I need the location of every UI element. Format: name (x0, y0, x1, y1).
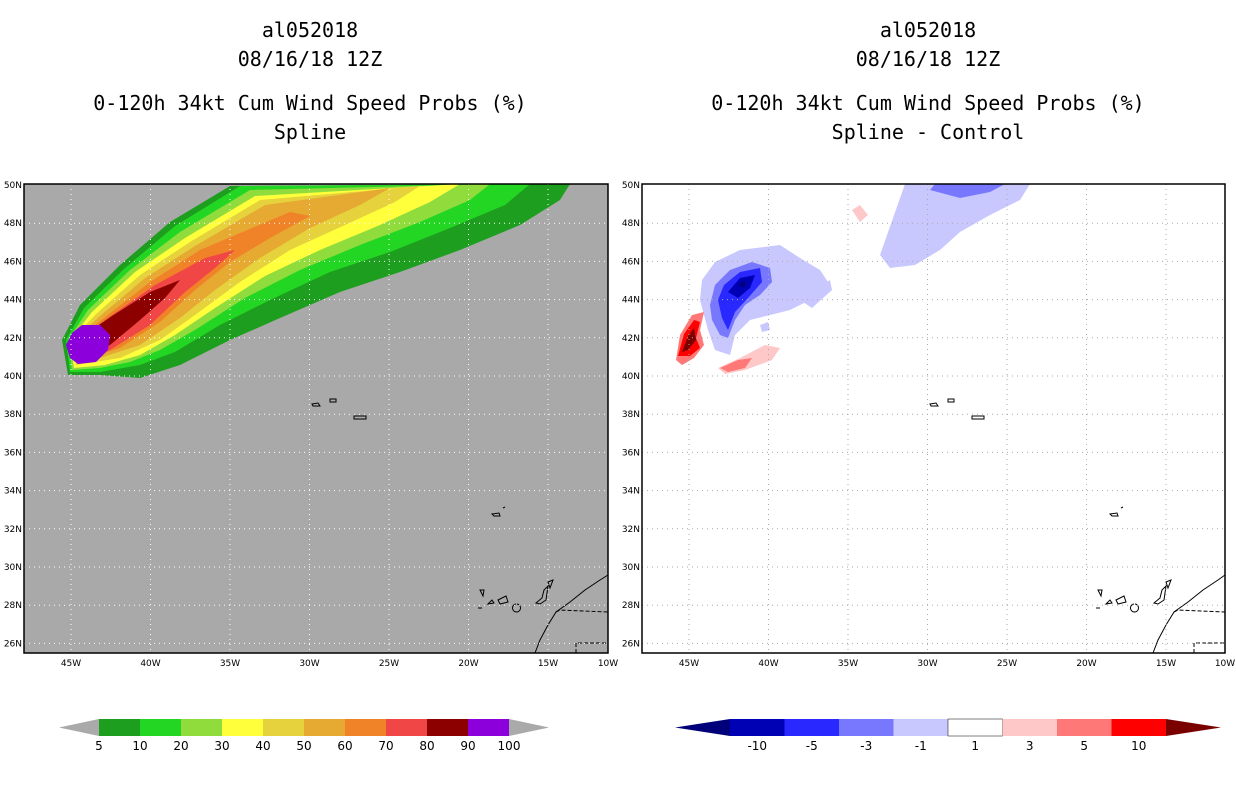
left-colorbar-label: 60 (337, 739, 352, 753)
left-lat-label: 28N (4, 601, 22, 611)
left-title-storm-id: al052018 (261, 18, 359, 42)
left-azores-islands (311, 398, 367, 420)
left-lat-labels: 50N 48N 46N 44N 42N 40N 38N 36N 34N 32N 30N 28N 26N (4, 181, 22, 649)
left-colorbar-swatch (99, 719, 140, 736)
left-title-product: 0-120h 34kt Cum Wind Speed Probs (%) (93, 91, 527, 115)
left-colorbar-label: 5 (95, 739, 103, 753)
left-lon-label: 45W (61, 659, 81, 669)
left-lat-label: 38N (4, 410, 22, 420)
left-lat-label: 32N (4, 525, 22, 535)
left-lat-label: 50N (4, 181, 22, 191)
left-colorbar: 5 10 20 30 40 50 60 70 80 90 100 (59, 719, 549, 753)
left-lon-label: 10W (598, 659, 618, 669)
left-colorbar-label: 10 (132, 739, 147, 753)
left-lon-label: 35W (220, 659, 240, 669)
left-lon-label: 40W (140, 659, 160, 669)
left-lat-label: 40N (4, 372, 22, 382)
left-madeira-islands (490, 506, 506, 517)
left-lat-label: 30N (4, 563, 22, 573)
right-title-datetime: 08/16/18 12Z (855, 47, 1001, 71)
left-lon-label: 25W (379, 659, 399, 669)
left-colorbar-swatch (345, 719, 386, 736)
left-colorbar-swatch (181, 719, 222, 736)
right-title-method: Spline - Control (831, 120, 1025, 144)
left-colorbar-label: 70 (378, 739, 393, 753)
left-border (555, 609, 609, 653)
left-lon-label: 15W (538, 659, 558, 669)
left-lat-label: 36N (4, 448, 22, 458)
left-lat-label: 48N (4, 219, 22, 229)
left-map-border (23, 183, 609, 654)
left-colorbar-swatch (427, 719, 468, 736)
left-colorbar-swatch (140, 719, 181, 736)
left-gridlines (24, 184, 608, 653)
left-lat-label: 34N (4, 487, 22, 497)
left-contour-90 (66, 325, 110, 364)
left-colorbar-swatch (468, 719, 509, 736)
left-colorbar-swatch (222, 719, 263, 736)
left-title-datetime: 08/16/18 12Z (237, 47, 383, 71)
left-lat-label: 26N (4, 639, 22, 649)
left-lon-label: 30W (299, 659, 319, 669)
left-colorbar-label: 80 (419, 739, 434, 753)
left-colorbar-low-end (59, 719, 99, 736)
left-colorbar-label: 30 (214, 739, 229, 753)
left-lon-labels: 45W 40W 35W 30W 25W 20W 15W 10W (61, 659, 618, 669)
left-coastlines (311, 398, 609, 654)
left-colorbar-swatch (263, 719, 304, 736)
left-colorbar-swatch (386, 719, 427, 736)
left-title-method: Spline (273, 120, 347, 144)
left-map-frame (24, 184, 608, 653)
left-lat-label: 42N (4, 334, 22, 344)
right-title-storm-id: al052018 (879, 18, 977, 42)
left-colorbar-high-end (509, 719, 549, 736)
left-canary-islands (478, 579, 554, 613)
left-lat-label: 44N (4, 296, 22, 306)
left-colorbar-label: 50 (296, 739, 311, 753)
left-colorbar-label: 40 (255, 739, 270, 753)
left-colorbar-label: 20 (173, 739, 188, 753)
left-lat-label: 46N (4, 257, 22, 267)
right-title-product: 0-120h 34kt Cum Wind Speed Probs (%) (711, 91, 1145, 115)
left-colorbar-label: 90 (460, 739, 475, 753)
left-colorbar-label: 100 (498, 739, 521, 753)
left-lon-label: 20W (458, 659, 478, 669)
left-africa-coast (534, 574, 609, 654)
left-colorbar-swatch (304, 719, 345, 736)
